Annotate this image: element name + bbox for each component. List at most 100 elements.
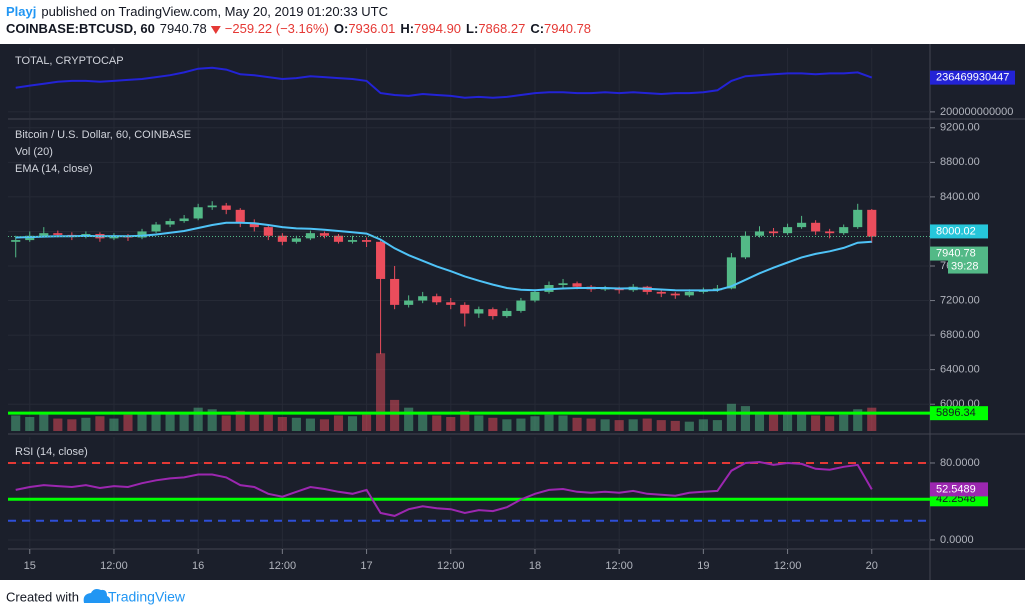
candle-body — [390, 278, 400, 305]
volume-bar — [235, 410, 245, 431]
countdown-box — [948, 259, 988, 274]
y-tick-label: 8800.00 — [940, 156, 980, 168]
candle-body — [361, 240, 372, 242]
field-label: H: — [400, 21, 414, 36]
footer: Created with TradingView — [6, 589, 186, 605]
author: Playj — [6, 4, 36, 19]
logo — [83, 589, 111, 603]
volume-bar — [319, 419, 330, 431]
candle-body — [151, 224, 161, 232]
volume-bar — [530, 416, 540, 431]
panel-title: TOTAL, CRYPTOCAP — [15, 55, 124, 67]
volume-bar — [768, 413, 779, 431]
y-tick-label: 7200.00 — [940, 294, 980, 306]
candle-body — [558, 283, 568, 286]
candle-body — [39, 233, 49, 236]
y-tick-label: 8400.00 — [940, 191, 980, 203]
value-box-label: 52.5489 — [936, 483, 976, 495]
volume-bar — [656, 420, 666, 431]
field-label: C: — [530, 21, 544, 36]
indicator-line — [15, 66, 873, 99]
candle-body — [179, 218, 189, 222]
candle-body — [11, 240, 21, 242]
header-bg — [0, 0, 1025, 44]
volume-bar — [376, 353, 386, 431]
x-tick-label: 15 — [24, 560, 36, 572]
volume-bar — [39, 413, 49, 431]
volume-bar — [109, 418, 119, 431]
header: Playj published on TradingView.com, May 2… — [6, 4, 591, 36]
plot: 200000000000 TOTAL, CRYPTOCAP 236469930447… — [8, 48, 1015, 572]
field-value: 7994.90 — [414, 21, 461, 36]
volume-bar — [558, 415, 568, 431]
volume-bar — [839, 414, 849, 431]
volume-bar — [333, 415, 344, 431]
candle-body — [502, 310, 512, 317]
volume-bar — [179, 413, 189, 431]
header-line: Playj published on TradingView.com, May 2… — [6, 4, 388, 19]
volume-bar — [221, 415, 231, 431]
candle-body — [768, 231, 779, 234]
volume-bar — [670, 420, 680, 431]
candle-body — [165, 221, 175, 225]
panel-title: Bitcoin / U.S. Dollar, 60, COINBASE — [15, 129, 191, 141]
y-tick-label: 6400.00 — [940, 364, 980, 376]
volume-bar — [277, 417, 287, 431]
candle-body — [726, 257, 736, 289]
candle-body — [446, 302, 456, 305]
candle-body — [867, 209, 877, 237]
x-tick-label: 12:00 — [100, 560, 128, 572]
volume-bar — [811, 415, 821, 431]
field-value: 7868.27 — [478, 21, 525, 36]
down-arrow — [210, 26, 221, 34]
volume-bar — [347, 416, 358, 431]
x-tick-label: 12:00 — [437, 560, 465, 572]
volume-bar — [291, 417, 301, 431]
volume-bar — [53, 418, 63, 431]
value-box-label: 236469930447 — [936, 72, 1009, 84]
volume-bar — [263, 414, 273, 431]
candle-body — [263, 227, 273, 236]
panel-title: RSI (14, close) — [15, 446, 88, 458]
ema-title: EMA (14, close) — [15, 163, 93, 175]
volume-bar — [67, 419, 77, 431]
candle-body — [670, 293, 680, 296]
x-tick-label: 12:00 — [774, 560, 802, 572]
volume-bar — [698, 419, 708, 431]
field-label: O: — [334, 21, 348, 36]
volume-title: Vol (20) — [15, 146, 53, 158]
candle-body — [530, 291, 540, 301]
volume-bar — [11, 415, 21, 431]
candle-body — [825, 231, 835, 234]
candle-body — [474, 309, 484, 314]
volume-bar — [867, 407, 877, 431]
volume-bar — [754, 411, 765, 431]
volume-bar — [123, 414, 133, 431]
volume-bar — [740, 406, 751, 431]
volume-bar — [825, 416, 835, 431]
volume-bar — [684, 421, 694, 431]
volume-bar — [544, 414, 554, 431]
candle-body — [376, 241, 386, 279]
value-box — [930, 246, 988, 261]
volume-bar — [25, 417, 35, 431]
candle-body — [333, 235, 344, 242]
volume-bar — [600, 419, 610, 431]
candle-body — [684, 291, 694, 296]
candle-body — [207, 205, 217, 208]
value-box-label: 5896.34 — [936, 407, 976, 419]
brand: TradingView — [108, 589, 186, 605]
y-tick-label: 80.0000 — [940, 457, 980, 469]
indicator-line — [15, 460, 873, 517]
volume-bar — [474, 415, 484, 431]
volume-bar — [797, 412, 807, 431]
volume-bar — [390, 399, 400, 431]
value-box — [930, 482, 988, 497]
candle-body — [291, 238, 301, 242]
y-tick-label: 6800.00 — [940, 329, 980, 341]
volume-bar — [361, 414, 372, 431]
x-tick-label: 17 — [360, 560, 372, 572]
created-with: Created with — [6, 589, 79, 604]
